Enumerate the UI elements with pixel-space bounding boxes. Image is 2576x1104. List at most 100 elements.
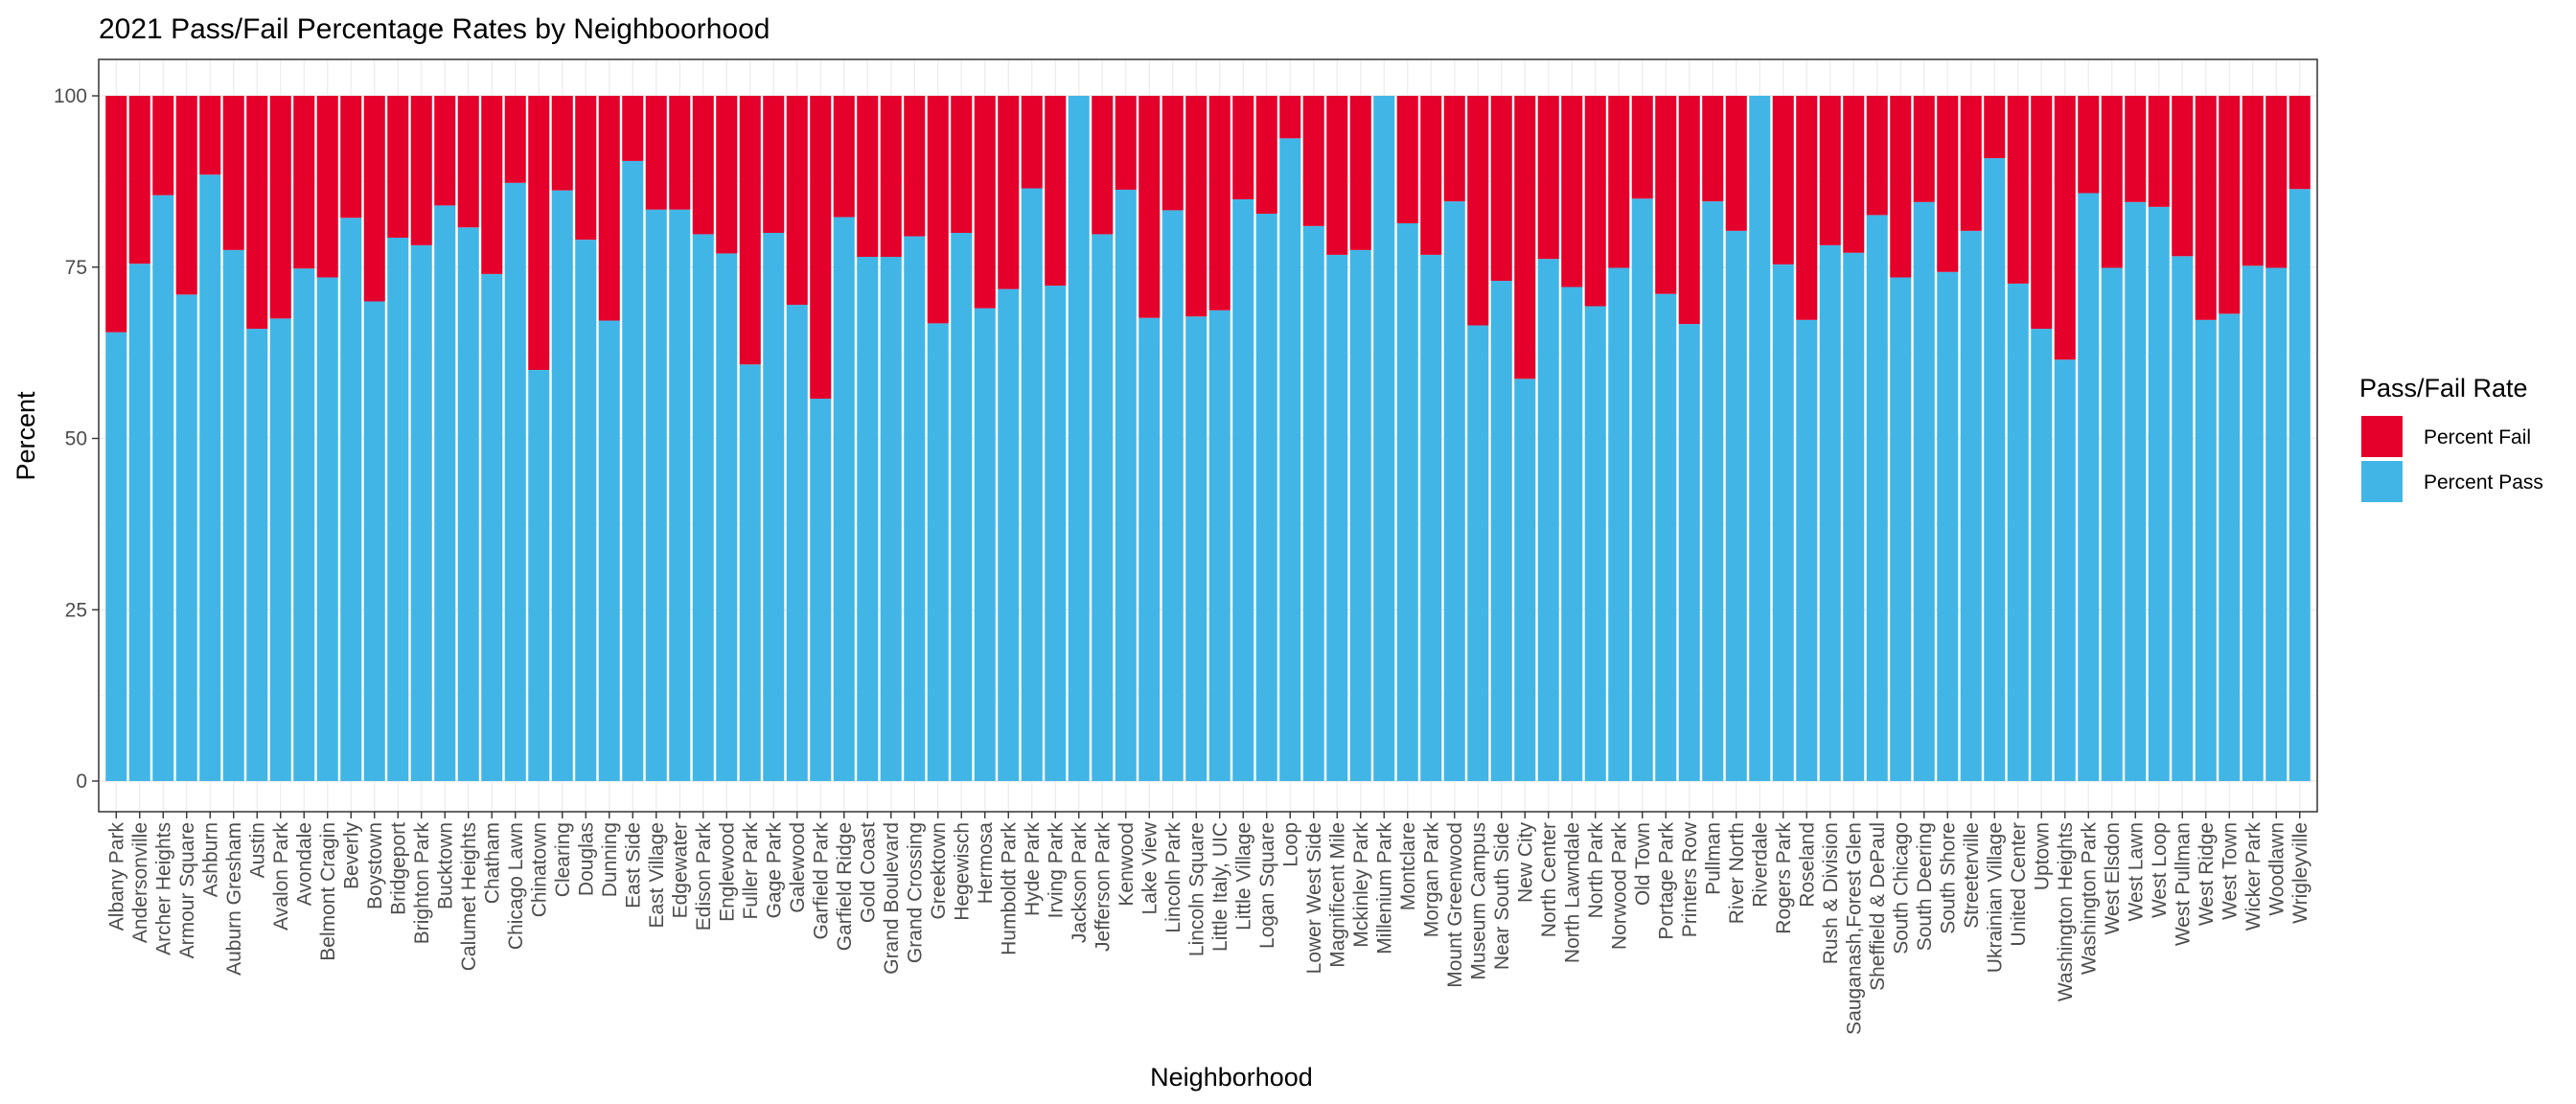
bar-percent-fail bbox=[1255, 96, 1277, 214]
x-tick-label: Loop bbox=[1279, 822, 1301, 867]
bar-percent-fail bbox=[2148, 96, 2170, 207]
legend-key-percent-pass bbox=[2361, 461, 2403, 502]
bar-percent-fail bbox=[1890, 96, 1912, 278]
bar-percent-pass bbox=[786, 305, 808, 781]
bar-percent-fail bbox=[293, 96, 315, 269]
bar-percent-pass bbox=[974, 308, 996, 781]
x-tick-label: Garfield Ridge bbox=[834, 822, 856, 951]
bar-percent-pass bbox=[669, 209, 691, 781]
bar-percent-fail bbox=[528, 96, 550, 370]
x-tick-label: North Lawndale bbox=[1561, 822, 1583, 963]
bar-percent-fail bbox=[363, 96, 385, 302]
x-tick-label: New City bbox=[1514, 822, 1536, 904]
x-tick-label: Riverdale bbox=[1749, 822, 1771, 908]
bar-percent-pass bbox=[927, 323, 949, 781]
chart-title: 2021 Pass/Fail Percentage Rates by Neigh… bbox=[99, 13, 770, 45]
bar-percent-fail bbox=[1045, 96, 1067, 287]
x-tick-label: East Village bbox=[646, 822, 668, 929]
bar-percent-pass bbox=[1420, 254, 1442, 781]
bar-percent-fail bbox=[1608, 96, 1630, 268]
bar-percent-fail bbox=[1208, 96, 1230, 310]
y-axis-title: Percent bbox=[12, 391, 40, 481]
x-tick-label: Streeterville bbox=[1961, 822, 1983, 929]
bar-percent-pass bbox=[2125, 201, 2147, 781]
bar-percent-fail bbox=[1984, 96, 2006, 159]
x-tick-label: Armour Square bbox=[176, 822, 198, 958]
bar-percent-pass bbox=[175, 294, 197, 781]
bar-percent-pass bbox=[1843, 252, 1865, 781]
bar-percent-pass bbox=[598, 320, 620, 781]
x-tick-label: Bucktown bbox=[434, 822, 456, 909]
bar-percent-pass bbox=[1514, 379, 1536, 781]
x-tick-label: Magnificent Mile bbox=[1326, 822, 1348, 968]
bar-percent-fail bbox=[1631, 96, 1653, 199]
bar-percent-fail bbox=[1115, 96, 1137, 190]
bar-percent-fail bbox=[2195, 96, 2217, 320]
bar-percent-pass bbox=[2148, 206, 2170, 781]
bar-percent-pass bbox=[410, 244, 432, 781]
y-tick-label: 0 bbox=[76, 770, 87, 793]
bar-percent-pass bbox=[340, 218, 362, 781]
x-tick-label: West Ridge bbox=[2196, 822, 2218, 926]
bar-percent-pass bbox=[387, 238, 409, 781]
bar-percent-pass bbox=[2266, 267, 2288, 782]
bars bbox=[105, 96, 2311, 782]
bar-percent-fail bbox=[152, 96, 174, 196]
bar-percent-pass bbox=[1655, 293, 1677, 781]
x-tick-label: Hyde Park bbox=[1022, 822, 1044, 917]
bar-percent-fail bbox=[598, 96, 620, 321]
bar-percent-pass bbox=[1279, 138, 1301, 781]
x-tick-label: Edison Park bbox=[693, 822, 715, 932]
bar-percent-pass bbox=[857, 257, 879, 781]
bar-percent-pass bbox=[645, 209, 667, 781]
x-tick-label: Gage Park bbox=[763, 822, 785, 919]
bar-percent-fail bbox=[1796, 96, 1818, 320]
x-tick-label: Fuller Park bbox=[740, 822, 762, 920]
x-tick-label: Old Town bbox=[1632, 822, 1654, 906]
bar-percent-fail bbox=[786, 96, 808, 306]
bar-percent-pass bbox=[246, 329, 268, 781]
x-tick-label: Grand Crossing bbox=[904, 822, 926, 963]
bar-percent-pass bbox=[1162, 210, 1184, 781]
bar-percent-fail bbox=[1655, 96, 1677, 294]
bar-percent-pass bbox=[1772, 264, 1794, 781]
bar-percent-fail bbox=[716, 96, 738, 254]
bar-percent-pass bbox=[1373, 96, 1395, 781]
bar-percent-fail bbox=[246, 96, 268, 330]
bar-percent-fail bbox=[857, 96, 879, 258]
bar-percent-pass bbox=[2172, 256, 2194, 781]
bar-percent-pass bbox=[1138, 317, 1161, 781]
bar-percent-fail bbox=[410, 96, 432, 245]
bar-percent-pass bbox=[2078, 193, 2100, 781]
bar-percent-fail bbox=[2125, 96, 2147, 202]
bar-percent-pass bbox=[1537, 259, 1559, 781]
bar-percent-pass bbox=[1467, 325, 1489, 781]
x-tick-label: Austin bbox=[246, 822, 268, 878]
bar-percent-fail bbox=[128, 96, 150, 264]
bar-percent-pass bbox=[1232, 198, 1254, 782]
bar-percent-fail bbox=[1960, 96, 1982, 231]
x-tick-label: West Loop bbox=[2149, 822, 2171, 918]
x-tick-label: Andersonville bbox=[129, 822, 151, 943]
bar-percent-fail bbox=[2078, 96, 2100, 194]
legend-key-percent-fail bbox=[2361, 416, 2403, 457]
bar-percent-fail bbox=[833, 96, 855, 218]
x-tick-label: Lincoln Square bbox=[1185, 822, 1208, 956]
bar-percent-fail bbox=[1702, 96, 1724, 202]
x-tick-label: West Lawn bbox=[2125, 822, 2147, 922]
x-tick-label: Little Village bbox=[1232, 822, 1254, 931]
bar-percent-fail bbox=[1537, 96, 1559, 260]
x-tick-label: River North bbox=[1726, 822, 1748, 924]
x-tick-label: Lake View bbox=[1138, 821, 1161, 914]
x-tick-label: Auburn Gresham bbox=[223, 822, 245, 976]
bar-percent-fail bbox=[199, 96, 221, 175]
x-tick-label: Dunning bbox=[599, 822, 621, 897]
bar-percent-pass bbox=[457, 227, 479, 781]
bar-percent-pass bbox=[481, 273, 503, 781]
bar-percent-pass bbox=[222, 249, 244, 781]
bar-percent-pass bbox=[2007, 283, 2029, 781]
bar-percent-fail bbox=[2054, 96, 2076, 360]
x-tick-label: Roseland bbox=[1796, 822, 1818, 908]
x-tick-label: Millenium Park bbox=[1373, 822, 1395, 954]
x-tick-label: Lincoln Park bbox=[1162, 822, 1184, 933]
